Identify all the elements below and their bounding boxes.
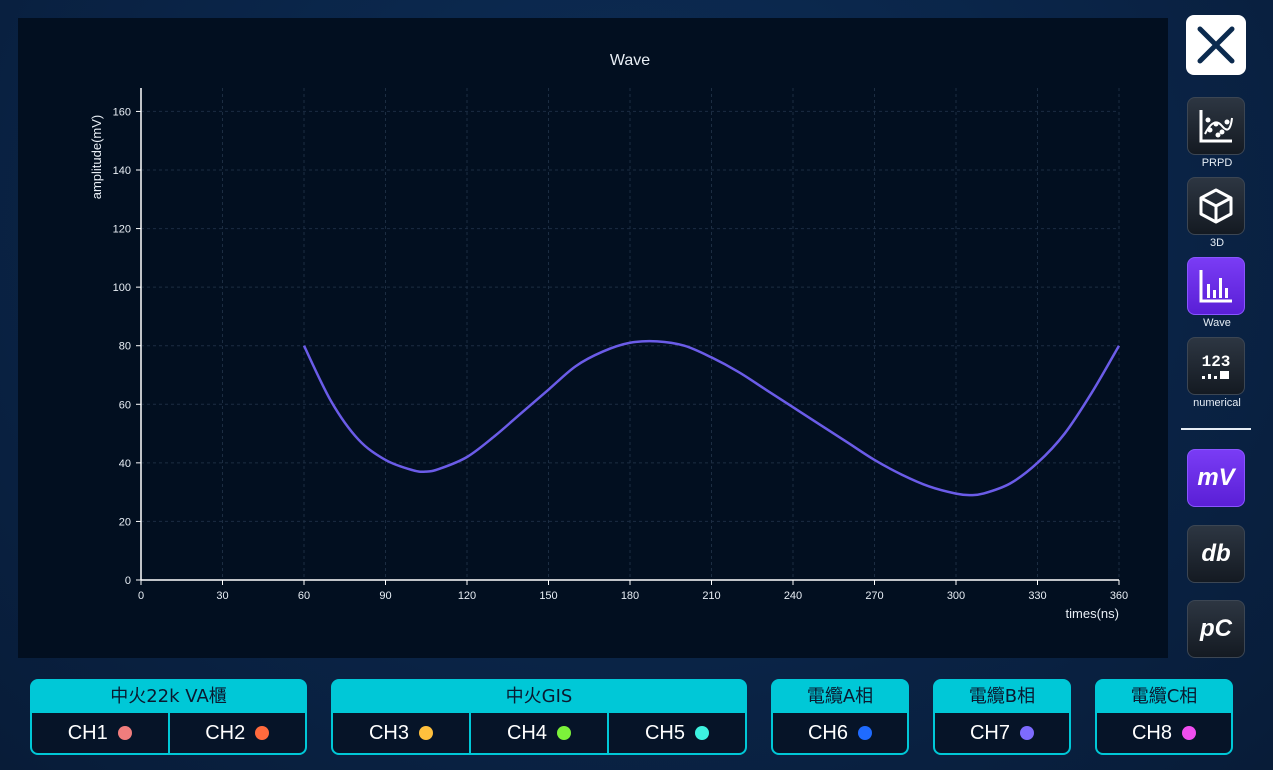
channel-label: CH2	[205, 721, 246, 744]
wave-series-line	[302, 339, 1121, 497]
x-axis-label: times(ns)	[1066, 606, 1119, 621]
channel-color-dot	[695, 726, 709, 740]
unit-db-button[interactable]: db	[1187, 525, 1245, 583]
channel-ch4[interactable]: CH4	[471, 713, 607, 753]
cube-icon	[1199, 188, 1233, 224]
y-tick-label: 20	[119, 516, 131, 528]
x-tick-label: 90	[379, 590, 391, 602]
channel-color-dot	[419, 726, 433, 740]
bar-chart-icon	[1199, 270, 1232, 303]
numerical-mode-button[interactable]: 123	[1187, 337, 1245, 395]
unit-pc-button[interactable]: pC	[1187, 600, 1245, 658]
x-tick-label: 60	[298, 590, 310, 602]
y-tick-label: 100	[113, 282, 131, 294]
channel-group-4: 電纜B相 CH7	[933, 679, 1071, 755]
y-tick-label: 60	[119, 399, 131, 411]
scatter-chart-icon	[1199, 110, 1233, 143]
channel-ch2[interactable]: CH2	[169, 713, 305, 753]
x-tick-label: 120	[458, 590, 476, 602]
close-icon	[1197, 26, 1235, 64]
x-tick-label: 0	[138, 590, 144, 602]
numerical-mode-label: numerical	[1193, 397, 1241, 409]
prpd-mode-button[interactable]	[1187, 97, 1245, 155]
channel-ch5[interactable]: CH5	[609, 713, 745, 753]
channel-group-2: 中火GIS CH3 CH4 CH5	[331, 679, 747, 755]
channel-group-title: 電纜A相	[806, 686, 874, 707]
chart-title: Wave	[610, 52, 650, 69]
channel-label: CH1	[67, 721, 108, 744]
x-tick-label: 360	[1110, 590, 1128, 602]
channel-group-title: 電纜C相	[1130, 686, 1198, 707]
y-tick-label: 0	[125, 575, 131, 587]
channel-label: CH7	[969, 721, 1010, 744]
channel-label: CH5	[644, 721, 685, 744]
channel-group-title: 中火GIS	[505, 686, 573, 707]
wave-chart: Wave amplitude(mV) times(ns) 0 30 60 90 120 1…	[89, 52, 1128, 621]
channel-color-dot	[1182, 726, 1196, 740]
y-tick-label: 80	[119, 341, 131, 353]
x-tick-label: 330	[1028, 590, 1046, 602]
y-tick-label: 120	[113, 224, 131, 236]
channel-ch8[interactable]: CH8	[1097, 713, 1231, 753]
y-tick-label: 160	[113, 106, 131, 118]
channel-group-5: 電纜C相 CH8	[1095, 679, 1233, 755]
channel-color-dot	[1020, 726, 1034, 740]
channel-group-3: 電纜A相 CH6	[771, 679, 909, 755]
channel-group-title: 電纜B相	[968, 686, 1036, 707]
y-axis-label: amplitude(mV)	[89, 115, 104, 200]
channel-color-dot	[557, 726, 571, 740]
channel-label: CH3	[368, 721, 409, 744]
prpd-mode-label: PRPD	[1201, 157, 1233, 169]
wave-chart-panel: Wave amplitude(mV) times(ns) 0 30 60 90 120 1…	[18, 18, 1168, 658]
channel-label: CH4	[506, 721, 547, 744]
y-tick-label: 140	[113, 165, 131, 177]
wave-mode-button[interactable]	[1187, 257, 1245, 315]
channel-label: CH6	[807, 721, 848, 744]
channel-label: CH8	[1131, 721, 1172, 744]
channel-ch6[interactable]: CH6	[773, 713, 907, 753]
channel-color-dot	[858, 726, 872, 740]
channel-color-dot	[117, 726, 132, 740]
x-tick-label: 180	[621, 590, 639, 602]
channel-group-1: 中火22k VA櫃 CH1 CH2	[30, 679, 307, 755]
3d-mode-label: 3D	[1209, 237, 1225, 249]
x-tick-label: 270	[865, 590, 883, 602]
channel-ch1[interactable]: CH1	[32, 713, 168, 753]
unit-mv-button[interactable]: mV	[1187, 449, 1245, 507]
sidebar-divider	[1181, 428, 1251, 430]
channel-ch3[interactable]: CH3	[333, 713, 469, 753]
svg-text:123: 123	[1202, 353, 1231, 371]
x-tick-label: 210	[702, 590, 720, 602]
x-tick-label: 150	[539, 590, 557, 602]
channel-color-dot	[255, 726, 270, 740]
wave-mode-label: Wave	[1203, 317, 1231, 329]
numeric-icon: 123	[1202, 353, 1231, 379]
y-tick-label: 40	[119, 458, 131, 470]
x-tick-label: 240	[784, 590, 802, 602]
x-tick-label: 30	[216, 590, 228, 602]
channel-ch7[interactable]: CH7	[935, 713, 1069, 753]
close-button[interactable]	[1186, 15, 1246, 75]
x-tick-label: 300	[947, 590, 965, 602]
channel-group-title: 中火22k VA櫃	[110, 686, 227, 707]
3d-mode-button[interactable]	[1187, 177, 1245, 235]
